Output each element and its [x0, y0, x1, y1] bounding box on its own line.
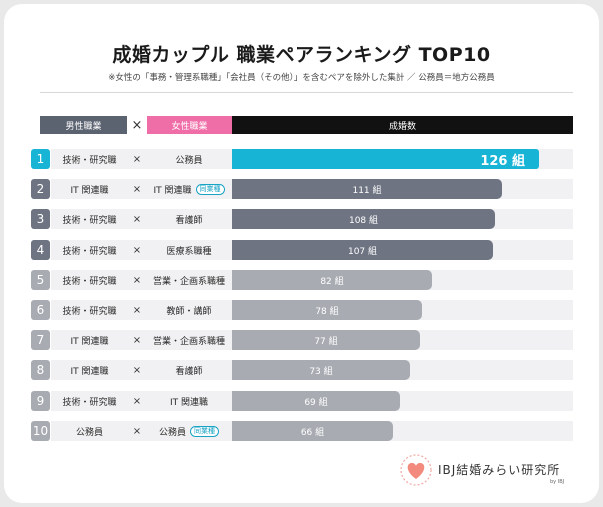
times-mark: × — [132, 334, 142, 346]
bar-8 — [232, 360, 410, 380]
rank-badge: 10 — [31, 421, 50, 441]
ranking-row: 1 技術・研究職 × 公務員 126 組 — [0, 149, 603, 169]
rank-badge: 9 — [31, 391, 50, 411]
female-job-text: 営業・企画系職種 — [152, 276, 225, 287]
male-job-label: IT 関連職 — [70, 336, 109, 347]
bar-4 — [232, 240, 493, 260]
logo-text: IBJ結婚みらい研究所 — [438, 463, 561, 477]
male-job-label: 技術・研究職 — [62, 155, 117, 166]
ibj-logo: IBJ結婚みらい研究所 by IBJ — [400, 452, 580, 492]
rank-badge: 5 — [31, 270, 50, 290]
ranking-row: 2 IT 関連職 × IT 関連職 同業種 111 組 — [0, 179, 603, 199]
bar-10 — [232, 421, 393, 441]
times-mark: × — [132, 395, 142, 407]
female-job-label: 公務員 — [146, 149, 232, 169]
bar-6 — [232, 300, 422, 320]
male-job-label: 技術・研究職 — [62, 276, 117, 287]
bar-value-label: 78 組 — [315, 306, 339, 317]
rank-badge: 3 — [31, 209, 50, 229]
rank-badge: 8 — [31, 360, 50, 380]
bar-2 — [232, 179, 502, 199]
bar-value-label: 126 組 — [480, 153, 525, 169]
bar-value-label: 73 組 — [309, 366, 333, 377]
ranking-row: 6 技術・研究職 × 教師・講師 78 組 — [0, 300, 603, 320]
rank-badge: 4 — [31, 240, 50, 260]
male-job-label: 技術・研究職 — [62, 246, 117, 257]
female-job-label: 営業・企画系職種 — [146, 270, 232, 290]
times-mark: × — [132, 304, 142, 316]
times-mark: × — [132, 274, 142, 286]
ranking-row: 8 IT 関連職 × 看護師 73 組 — [0, 360, 603, 380]
logo-sub: by IBJ — [550, 479, 565, 485]
female-job-text: 公務員 — [175, 155, 203, 166]
times-mark: × — [132, 183, 142, 195]
header-times: × — [131, 117, 143, 133]
bar-value-label: 108 組 — [348, 215, 379, 226]
ranking-row: 5 技術・研究職 × 営業・企画系職種 82 組 — [0, 270, 603, 290]
times-mark: × — [132, 213, 142, 225]
female-job-label: 医療系職種 — [146, 240, 232, 260]
female-job-text: 公務員 — [158, 427, 186, 438]
female-job-label: IT 関連職 — [146, 391, 232, 411]
header-marriage-count: 成婚数 — [232, 116, 573, 134]
heart-logo-icon — [400, 454, 432, 486]
bar-value-label: 69 組 — [304, 397, 328, 408]
male-job-label: IT 関連職 — [70, 366, 109, 377]
chart-title: 成婚カップル 職業ペアランキング TOP10 — [112, 44, 491, 66]
times-mark: × — [132, 244, 142, 256]
bar-value-label: 111 組 — [352, 185, 382, 196]
rank-badge: 2 — [31, 179, 50, 199]
female-job-text: IT 関連職 — [153, 185, 192, 196]
bar-7 — [232, 330, 420, 350]
bar-3 — [232, 209, 495, 229]
bar-value-label: 66 組 — [300, 427, 325, 438]
ranking-row: 10 公務員 × 公務員 同業種 66 組 — [0, 421, 603, 441]
rank-badge: 1 — [31, 149, 50, 169]
female-job-text: 看護師 — [175, 366, 203, 377]
bar-value-label: 107 組 — [347, 246, 378, 257]
bar-5 — [232, 270, 432, 290]
bar-value-label: 82 組 — [320, 276, 344, 287]
female-job-label: 営業・企画系職種 — [146, 330, 232, 350]
ranking-row: 9 技術・研究職 × IT 関連職 69 組 — [0, 391, 603, 411]
female-job-label: IT 関連職 同業種 — [146, 179, 232, 199]
header-male-job: 男性職業 — [40, 116, 127, 134]
female-job-label: 看護師 — [146, 360, 232, 380]
bar-1 — [232, 149, 539, 169]
chart-note: ※女性の「事務・管理系職種」「会社員（その他）」を含むペアを除外した集計 ／ 公… — [108, 73, 495, 83]
female-job-text: 看護師 — [175, 215, 203, 226]
rank-badge: 7 — [31, 330, 50, 350]
female-job-label: 教師・講師 — [146, 300, 232, 320]
times-mark: × — [132, 364, 142, 376]
ranking-row: 4 技術・研究職 × 医療系職種 107 組 — [0, 240, 603, 260]
same-industry-tag: 同業種 — [195, 183, 225, 195]
female-job-text: 教師・講師 — [166, 306, 212, 317]
male-job-label: 公務員 — [75, 427, 103, 438]
same-industry-tag: 同業種 — [190, 425, 219, 437]
ranking-row: 7 IT 関連職 × 営業・企画系職種 77 組 — [0, 330, 603, 350]
title-divider — [40, 92, 573, 93]
ranking-row: 3 技術・研究職 × 看護師 108 組 — [0, 209, 603, 229]
female-job-text: 医療系職種 — [166, 246, 212, 257]
female-job-label: 公務員 同業種 — [146, 421, 232, 441]
male-job-label: 技術・研究職 — [62, 306, 117, 317]
male-job-label: IT 関連職 — [70, 185, 109, 196]
times-mark: × — [132, 425, 142, 437]
rank-badge: 6 — [31, 300, 50, 320]
times-mark: × — [132, 153, 142, 165]
bar-value-label: 77 組 — [314, 336, 338, 347]
female-job-label: 看護師 — [146, 209, 232, 229]
male-job-label: 技術・研究職 — [62, 215, 117, 226]
bar-9 — [232, 391, 400, 411]
male-job-label: 技術・研究職 — [62, 397, 117, 408]
female-job-text: 営業・企画系職種 — [152, 336, 225, 347]
female-job-text: IT 関連職 — [169, 397, 208, 408]
header-female-job: 女性職業 — [147, 116, 232, 134]
